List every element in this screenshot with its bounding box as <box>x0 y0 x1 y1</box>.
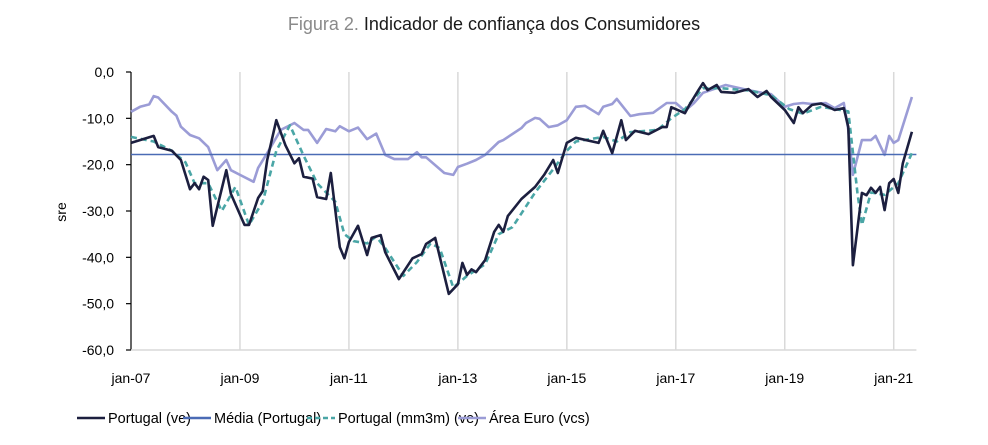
y-tick-label: -30,0 <box>82 203 114 219</box>
legend-label-media: Média (Portugal) <box>214 411 321 427</box>
y-tick-label: 0,0 <box>95 64 115 80</box>
y-axis-label: sre <box>53 202 69 222</box>
legend-label-mm3m: Portugal (mm3m) (ve) <box>338 411 479 427</box>
series-line-mm3m <box>130 86 914 289</box>
y-tick-label: -50,0 <box>82 296 114 312</box>
x-tick-label: jan-11 <box>329 370 368 386</box>
title-text: Indicador de confiança dos Consumidores <box>364 14 700 34</box>
x-tick-label: jan-15 <box>546 370 586 386</box>
legend: Portugal (ve) Média (Portugal) Portugal (m… <box>77 410 590 427</box>
y-tick-label: -10,0 <box>82 110 114 126</box>
x-tick-label: jan-21 <box>873 370 913 386</box>
y-tick-label: -20,0 <box>82 157 114 173</box>
x-tick-label: jan-09 <box>219 370 259 386</box>
series-line-euro <box>130 83 914 184</box>
chart-title: Figura 2. Indicador de confiança dos Con… <box>288 14 700 34</box>
axes: jan-07 jan-09 jan-11 jan-13 jan-15 jan-17 jan-… <box>82 64 917 386</box>
y-tick-label: -60,0 <box>82 342 114 358</box>
x-tick-label: jan-19 <box>764 370 804 386</box>
series-line-portugal <box>130 81 914 296</box>
legend-label-portugal: Portugal (ve) <box>108 411 191 427</box>
title-prefix: Figura 2. <box>288 14 359 34</box>
x-tick-label: jan-13 <box>437 370 477 386</box>
series-group <box>130 81 917 296</box>
legend-label-euro: Área Euro (vcs) <box>489 410 590 427</box>
y-tick-label: -40,0 <box>82 249 114 265</box>
x-tick-label: jan-07 <box>111 370 151 386</box>
x-tick-label: jan-17 <box>655 370 695 386</box>
